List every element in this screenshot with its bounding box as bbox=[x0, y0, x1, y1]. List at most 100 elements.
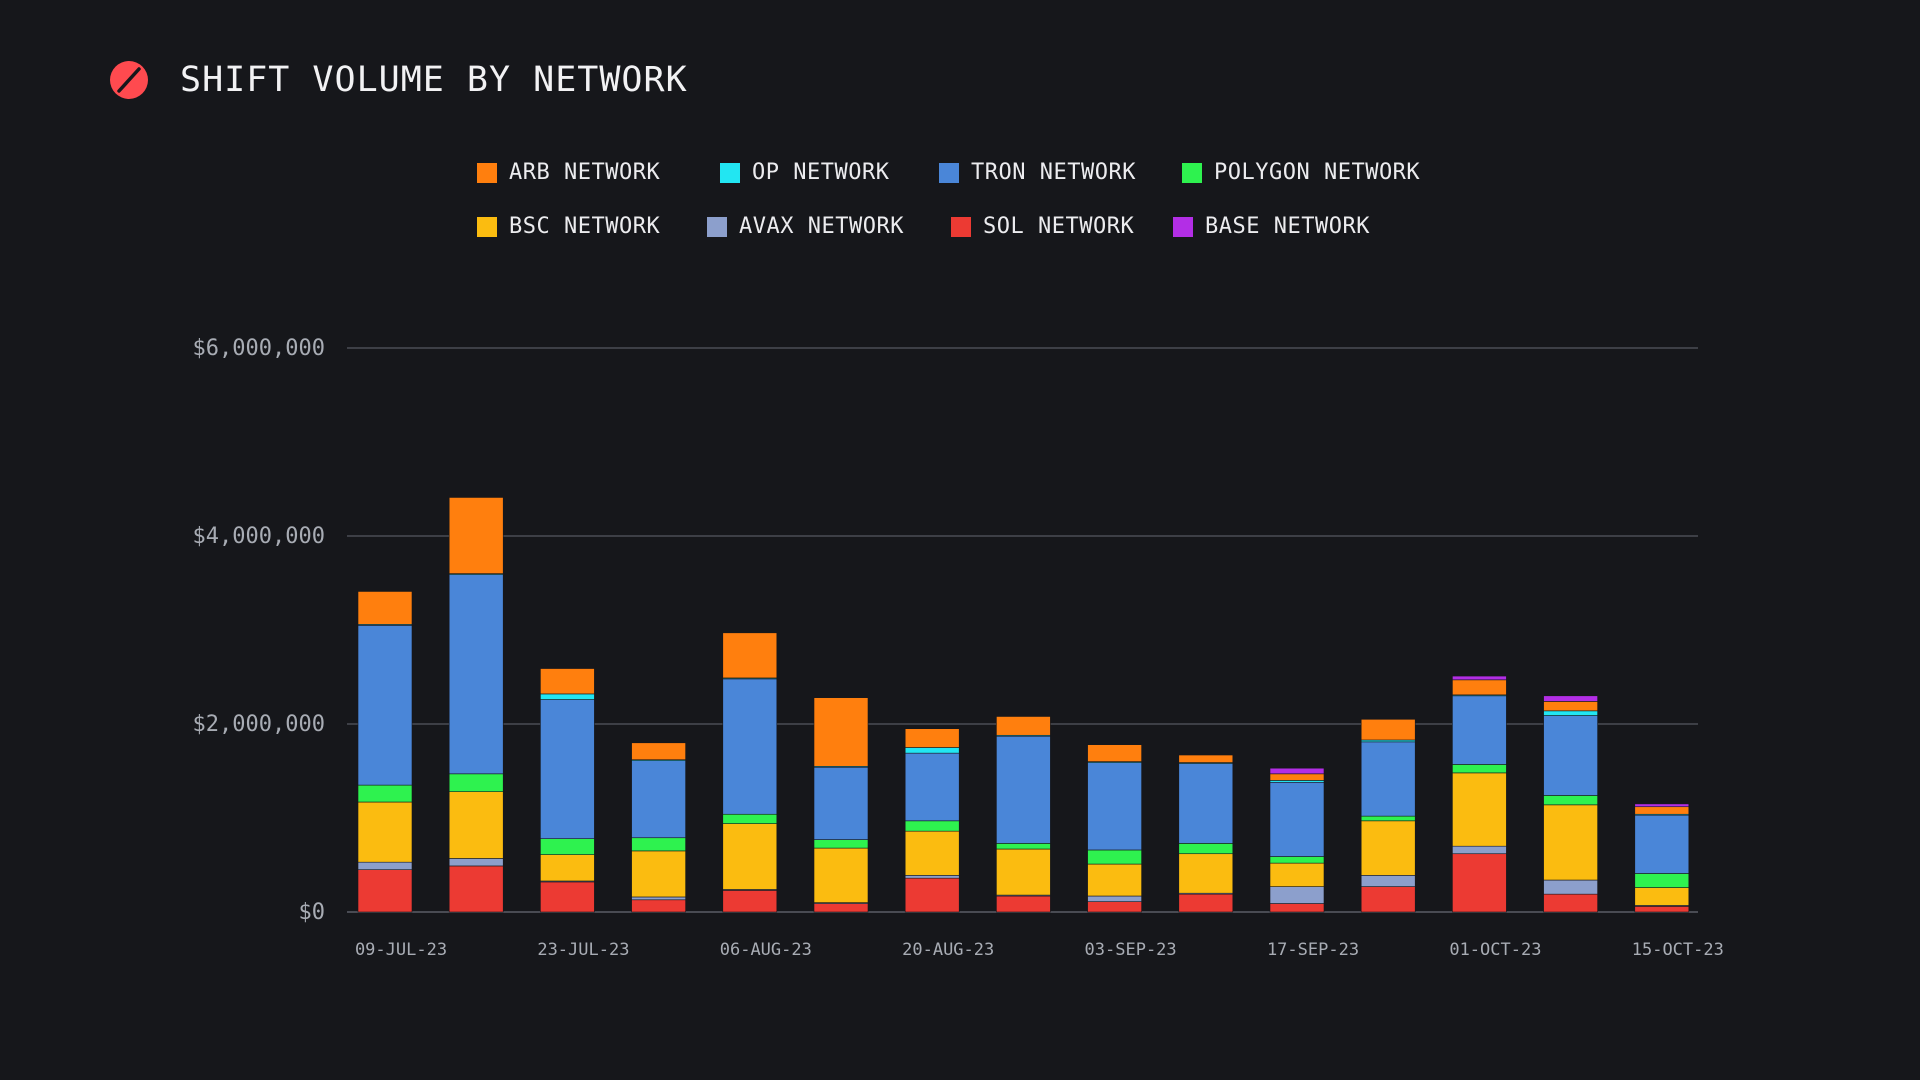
bar-segment bbox=[722, 823, 778, 890]
bar-segment bbox=[1452, 764, 1507, 774]
x-tick-label: 15-OCT-23 bbox=[1632, 940, 1724, 960]
bar-segment bbox=[1360, 875, 1416, 887]
bar-segment bbox=[1269, 856, 1325, 864]
bar-segment bbox=[1087, 849, 1142, 865]
bar-segment bbox=[1543, 795, 1598, 806]
bar-segment bbox=[904, 875, 960, 879]
bar-segment bbox=[1087, 744, 1142, 762]
bar-segment bbox=[904, 728, 960, 748]
bar-segment bbox=[1178, 843, 1234, 855]
legend-label: TRON NETWORK bbox=[971, 160, 1136, 185]
bar-segment bbox=[1543, 695, 1598, 702]
bar-segment bbox=[631, 837, 686, 852]
legend-swatch bbox=[1182, 162, 1202, 183]
legend-swatch bbox=[477, 162, 497, 183]
chart-header: SHIFT VOLUME BY NETWORK bbox=[110, 58, 688, 102]
legend-label: POLYGON NETWORK bbox=[1214, 160, 1421, 185]
bar-segment bbox=[1634, 803, 1690, 808]
x-tick-label: 09-JUL-23 bbox=[355, 940, 447, 960]
x-tick-label: 01-OCT-23 bbox=[1449, 940, 1541, 960]
bar-segment bbox=[1269, 767, 1325, 775]
legend-item[interactable]: AVAX NETWORK bbox=[707, 214, 904, 239]
bar-segment bbox=[1360, 741, 1416, 817]
bar-segment bbox=[1269, 903, 1325, 913]
bar-segment bbox=[1452, 853, 1507, 913]
bar-segment bbox=[631, 850, 686, 898]
bar-segment bbox=[1178, 763, 1234, 844]
bar-segment bbox=[904, 752, 960, 822]
legend-label: ARB NETWORK bbox=[509, 160, 661, 185]
bar-segment bbox=[722, 632, 778, 679]
chart-legend: ARB NETWORK OP NETWORK TRON NETWORK POLYGON… bbox=[477, 160, 1477, 268]
bar-segment bbox=[813, 839, 869, 849]
bar-segment bbox=[813, 847, 869, 903]
bar-segment bbox=[996, 843, 1051, 850]
bar-segment bbox=[1178, 754, 1234, 763]
y-tick-label: $4,000,000 bbox=[193, 524, 325, 549]
bar-segment bbox=[1452, 679, 1507, 696]
bar-segment bbox=[540, 854, 595, 882]
legend-item[interactable]: BASE NETWORK bbox=[1173, 214, 1370, 239]
bar-segment bbox=[1178, 893, 1234, 913]
bar-segment bbox=[448, 773, 504, 792]
bar-segment bbox=[631, 896, 686, 901]
bar-segment bbox=[1543, 701, 1598, 712]
bar-segment bbox=[1360, 718, 1416, 741]
bar-segment bbox=[631, 742, 686, 761]
legend-swatch bbox=[720, 162, 740, 183]
bar-segment bbox=[1360, 886, 1416, 913]
legend-item[interactable]: POLYGON NETWORK bbox=[1182, 160, 1420, 185]
legend-item[interactable]: BSC NETWORK bbox=[477, 214, 660, 239]
legend-label: SOL NETWORK bbox=[983, 214, 1135, 239]
bar-segment bbox=[996, 848, 1051, 896]
bar-segment bbox=[904, 830, 960, 876]
bar-segment bbox=[722, 813, 778, 824]
bar-segment bbox=[631, 760, 686, 839]
bar-segment bbox=[540, 699, 595, 839]
legend-label: AVAX NETWORK bbox=[739, 214, 904, 239]
bar-segment bbox=[1178, 853, 1234, 894]
legend-item[interactable]: OP NETWORK bbox=[720, 160, 889, 185]
bar-segment bbox=[1360, 815, 1416, 822]
legend-swatch bbox=[1173, 216, 1193, 237]
bar-segment bbox=[1269, 886, 1325, 904]
bar-segment bbox=[813, 766, 869, 840]
bar-segment bbox=[1634, 906, 1690, 913]
bar-segment bbox=[813, 903, 869, 913]
logo-icon bbox=[110, 61, 148, 99]
bar-segment bbox=[448, 858, 504, 867]
bar-segment bbox=[1543, 879, 1598, 895]
bar-segment bbox=[540, 693, 595, 700]
bar-segment bbox=[357, 869, 413, 913]
legend-item[interactable]: TRON NETWORK bbox=[939, 160, 1136, 185]
bar-segment bbox=[1634, 873, 1690, 888]
legend-swatch bbox=[707, 216, 727, 237]
bar-segment bbox=[631, 899, 686, 913]
bar-segment bbox=[357, 861, 413, 870]
bar-segment bbox=[448, 574, 504, 775]
bar-segment bbox=[1452, 772, 1507, 847]
bar-segment bbox=[996, 716, 1051, 736]
legend-row: ARB NETWORK OP NETWORK TRON NETWORK POLYGON… bbox=[477, 160, 1477, 214]
bar-segment bbox=[1087, 901, 1142, 913]
legend-item[interactable]: ARB NETWORK bbox=[477, 160, 660, 185]
bar-segment bbox=[1087, 762, 1142, 851]
bar-segment bbox=[1543, 893, 1598, 913]
legend-row: BSC NETWORK AVAX NETWORK SOL NETWORK BASE N… bbox=[477, 214, 1477, 268]
bar-segment bbox=[448, 497, 504, 574]
bar-segment bbox=[357, 624, 413, 786]
bar-segment bbox=[813, 697, 869, 767]
x-tick-label: 20-AUG-23 bbox=[902, 940, 994, 960]
bar-segment bbox=[1360, 820, 1416, 876]
bar-segment bbox=[1634, 887, 1690, 906]
bar-segment bbox=[1543, 715, 1598, 796]
legend-swatch bbox=[939, 162, 959, 183]
bar-segment bbox=[1269, 781, 1325, 857]
bar-segment bbox=[448, 791, 504, 859]
legend-item[interactable]: SOL NETWORK bbox=[951, 214, 1134, 239]
bar-segment bbox=[904, 747, 960, 754]
legend-label: BASE NETWORK bbox=[1205, 214, 1370, 239]
legend-label: OP NETWORK bbox=[752, 160, 890, 185]
bar-segment bbox=[996, 895, 1051, 913]
